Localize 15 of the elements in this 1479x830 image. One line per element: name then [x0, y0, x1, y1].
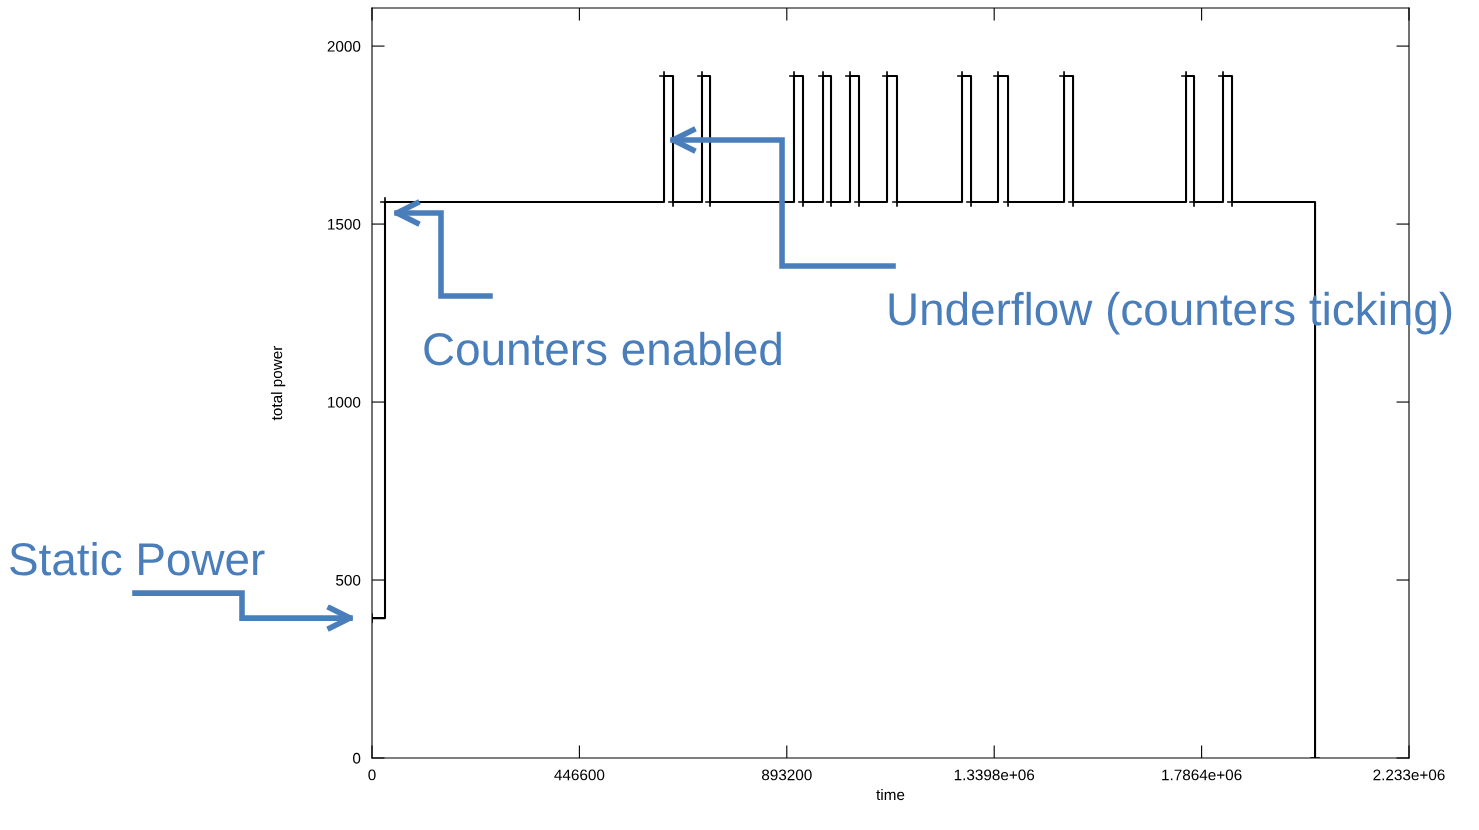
y-tick-label: 0: [352, 752, 361, 764]
x-tick-label: 1.3398e+06: [954, 769, 1035, 781]
x-axis-title: time: [876, 788, 905, 801]
x-tick-label: 446600: [554, 769, 605, 781]
x-tick-label: 1.7864e+06: [1162, 769, 1242, 781]
x-tick-label: 2.233e+06: [1373, 769, 1445, 781]
annotation: Counters enabled: [424, 331, 781, 366]
annotation: Static Power: [10, 541, 265, 576]
y-tick-label: 2000: [327, 40, 361, 52]
x-tick-label: 0: [368, 769, 376, 781]
y-tick-label: 500: [336, 574, 361, 586]
y-tick-label: 1500: [328, 218, 361, 230]
y-axis-title: total power: [271, 345, 286, 421]
x-tick-label: 893200: [761, 769, 812, 781]
y-tick-label: 1000: [328, 396, 361, 408]
